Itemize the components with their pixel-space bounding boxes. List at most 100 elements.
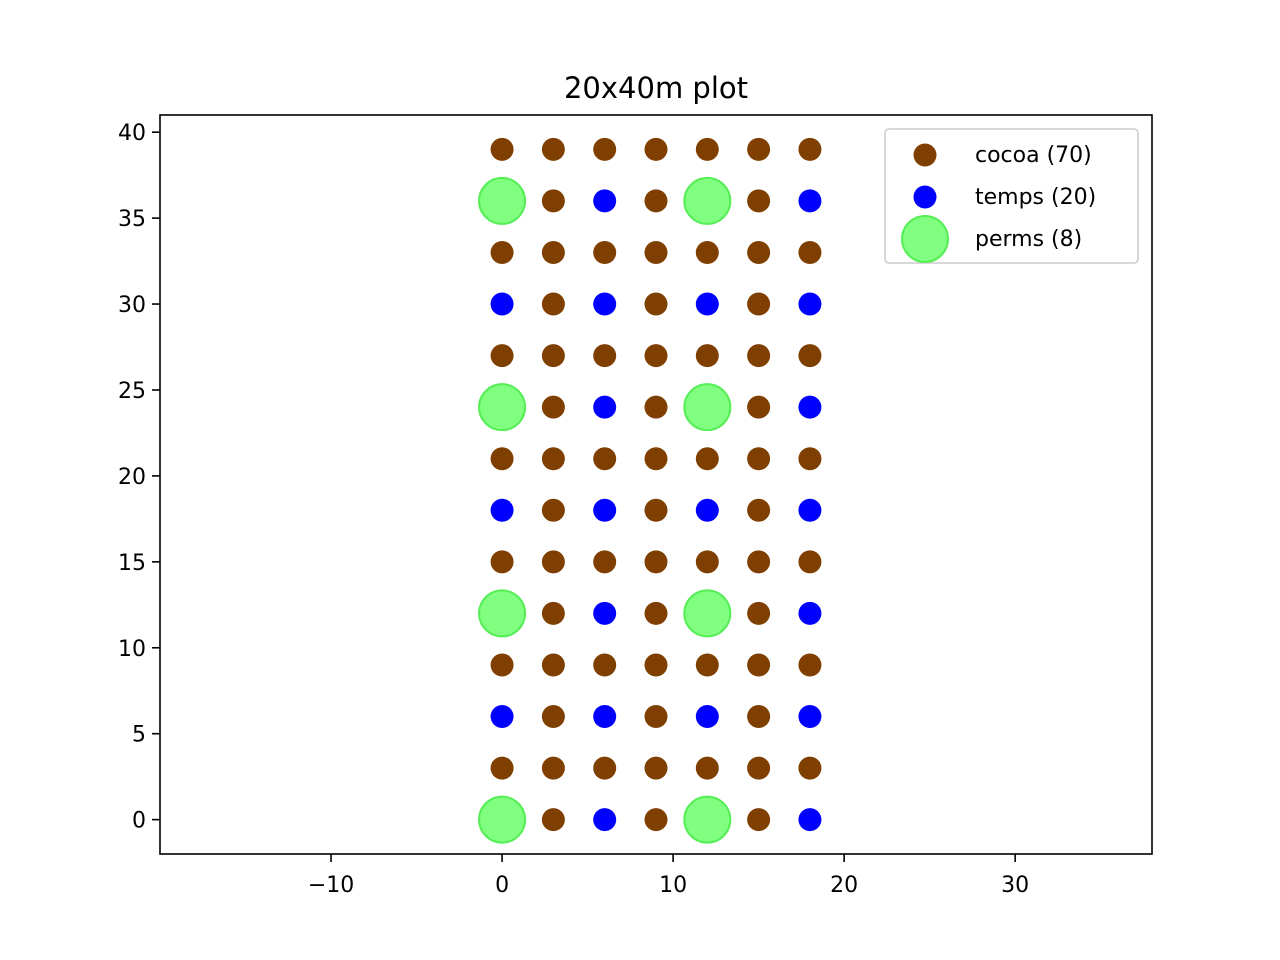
data-point	[798, 653, 822, 677]
x-tick-label: 0	[495, 873, 509, 898]
data-point	[541, 395, 565, 419]
data-point	[541, 498, 565, 522]
data-point	[593, 498, 617, 522]
legend: cocoa (70) temps (20) perms (8)	[884, 128, 1139, 264]
data-point	[644, 189, 668, 213]
data-point	[683, 383, 732, 432]
y-tick-label: 25	[118, 379, 146, 404]
data-point	[747, 705, 771, 729]
series-1	[490, 189, 822, 832]
data-point	[593, 395, 617, 419]
data-point	[695, 447, 719, 471]
data-point	[541, 137, 565, 161]
data-point	[490, 292, 514, 316]
data-point	[490, 550, 514, 574]
data-point	[541, 292, 565, 316]
data-point	[490, 344, 514, 368]
data-point	[747, 292, 771, 316]
legend-label: cocoa (70)	[975, 143, 1092, 168]
data-point	[490, 756, 514, 780]
data-point	[541, 344, 565, 368]
data-point	[644, 447, 668, 471]
data-point	[644, 395, 668, 419]
x-tick-label: 30	[1001, 873, 1029, 898]
data-point	[747, 137, 771, 161]
plot-frame	[159, 114, 1153, 855]
x-tick-label: 10	[659, 873, 687, 898]
data-point	[593, 292, 617, 316]
data-point	[747, 395, 771, 419]
data-point	[747, 498, 771, 522]
y-tick-label: 30	[118, 293, 146, 318]
data-point	[593, 601, 617, 625]
data-point	[798, 395, 822, 419]
data-point	[644, 498, 668, 522]
data-point	[644, 601, 668, 625]
data-point	[478, 795, 527, 844]
data-point	[490, 240, 514, 264]
data-point	[747, 189, 771, 213]
data-point	[747, 344, 771, 368]
y-tick-label: 35	[118, 207, 146, 232]
data-point	[747, 653, 771, 677]
data-point	[541, 550, 565, 574]
data-point	[644, 808, 668, 832]
data-point	[695, 240, 719, 264]
data-point	[593, 137, 617, 161]
data-point	[478, 383, 527, 432]
data-point	[490, 498, 514, 522]
data-point	[798, 601, 822, 625]
series-0	[490, 137, 822, 832]
data-point	[593, 240, 617, 264]
data-point	[593, 189, 617, 213]
y-axis: 0 5 10 15 20 25 30 35 40	[118, 121, 160, 834]
data-point	[747, 601, 771, 625]
data-point	[490, 705, 514, 729]
data-point	[593, 808, 617, 832]
data-point	[747, 447, 771, 471]
data-point	[695, 292, 719, 316]
data-point	[490, 653, 514, 677]
data-point	[644, 292, 668, 316]
data-point	[541, 240, 565, 264]
data-point	[747, 240, 771, 264]
data-point	[478, 589, 527, 638]
data-point	[644, 240, 668, 264]
data-point	[593, 653, 617, 677]
data-point	[747, 550, 771, 574]
legend-marker	[913, 185, 937, 209]
data-point	[593, 344, 617, 368]
data-point	[593, 756, 617, 780]
data-point	[798, 756, 822, 780]
data-point	[695, 705, 719, 729]
data-point	[683, 176, 732, 225]
data-point	[798, 808, 822, 832]
data-point	[798, 292, 822, 316]
data-point	[541, 189, 565, 213]
data-point	[478, 176, 527, 225]
chart-title: 20x40m plot	[564, 71, 748, 105]
data-point	[798, 344, 822, 368]
data-point	[798, 550, 822, 574]
data-point	[644, 550, 668, 574]
y-tick-label: 10	[118, 637, 146, 662]
data-point	[798, 137, 822, 161]
data-point	[644, 756, 668, 780]
data-point	[683, 795, 732, 844]
y-tick-label: 15	[118, 551, 146, 576]
data-point	[683, 589, 732, 638]
data-point	[644, 653, 668, 677]
data-point	[541, 653, 565, 677]
data-point	[798, 189, 822, 213]
data-point	[695, 756, 719, 780]
data-point	[541, 601, 565, 625]
data-point	[695, 344, 719, 368]
legend-frame	[884, 128, 1139, 264]
data-point	[747, 808, 771, 832]
data-point	[798, 447, 822, 471]
data-point	[644, 705, 668, 729]
y-tick-label: 5	[132, 723, 146, 748]
data-point	[541, 447, 565, 471]
data-point	[490, 447, 514, 471]
legend-label: perms (8)	[975, 227, 1082, 252]
